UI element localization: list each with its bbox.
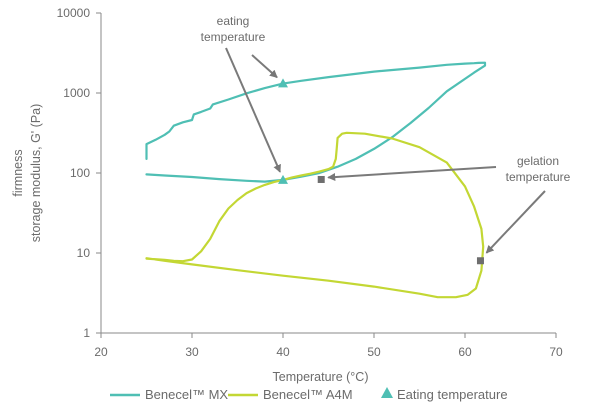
eating-temperature-marker xyxy=(278,78,288,88)
x-tick-label: 30 xyxy=(185,345,199,359)
legend: Benecel™ MX Benecel™ A4M Eating temperatur… xyxy=(110,387,508,402)
y-tick-label: 1 xyxy=(83,326,90,340)
y-tick-label: 10000 xyxy=(57,6,91,20)
x-tick-label: 50 xyxy=(367,345,381,359)
annotation-eating-label-line2: temperature xyxy=(201,30,266,44)
gelation-temperature-marker xyxy=(476,257,484,265)
legend-label: Benecel™ A4M xyxy=(263,387,353,402)
y-axis-title-line2: storage modulus, G' (Pa) xyxy=(29,104,43,243)
series-line-benecel-a4m xyxy=(145,131,485,299)
legend-label: Eating temperature xyxy=(397,387,508,402)
x-tick-label: 20 xyxy=(94,345,108,359)
annotation-gelation-arrow xyxy=(327,166,497,182)
gelation-temperature-marker xyxy=(317,175,325,183)
series-line-benecel-mx xyxy=(145,61,487,183)
annotation-eating-arrow xyxy=(225,47,281,173)
x-tick-label: 60 xyxy=(458,345,472,359)
annotation-eating-arrow xyxy=(251,54,278,79)
axes: 20 30 40 50 60 70 1 10 100 1000 10000 Temperature (… xyxy=(11,6,563,384)
legend-triangle-icon xyxy=(381,387,393,398)
x-tick-label: 40 xyxy=(276,345,290,359)
y-tick-label: 10 xyxy=(77,246,91,260)
eating-temperature-marker xyxy=(278,174,288,184)
annotation-gelation-arrow xyxy=(485,190,546,254)
annotation-gelation-label-line2: temperature xyxy=(506,170,571,184)
plot-area xyxy=(145,61,487,299)
y-tick-label: 100 xyxy=(70,166,90,180)
annotation-gelation-label-line1: gelation xyxy=(517,154,559,168)
x-tick-label: 70 xyxy=(549,345,563,359)
annotations: eating temperature gelation temperature xyxy=(201,14,571,254)
annotation-eating-label-line1: eating xyxy=(217,14,250,28)
y-tick-label: 1000 xyxy=(63,86,90,100)
x-axis-title: Temperature (°C) xyxy=(273,370,369,384)
y-axis-title-line1: firmness xyxy=(11,149,25,196)
legend-label: Benecel™ MX xyxy=(145,387,228,402)
